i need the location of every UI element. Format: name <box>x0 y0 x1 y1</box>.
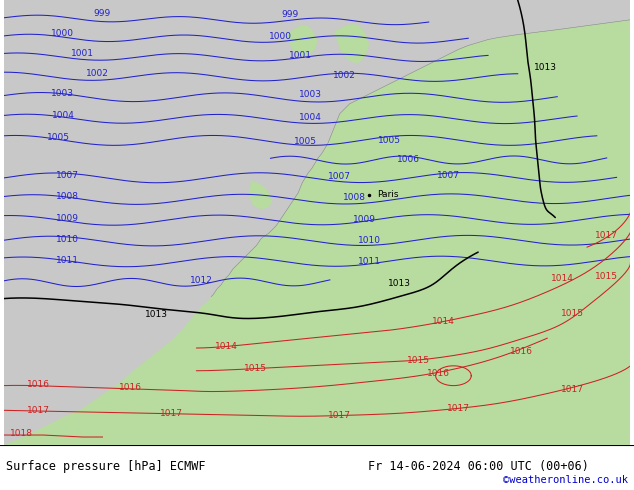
Text: 1010: 1010 <box>358 236 381 245</box>
Text: 1011: 1011 <box>358 257 381 266</box>
Text: 1009: 1009 <box>353 215 376 224</box>
Text: 1001: 1001 <box>288 51 312 60</box>
Text: 1015: 1015 <box>407 356 430 366</box>
Text: 1005: 1005 <box>378 136 401 145</box>
Text: 1005: 1005 <box>294 137 316 146</box>
Text: 1016: 1016 <box>510 347 533 357</box>
Text: 1013: 1013 <box>534 63 557 72</box>
Text: ©weatheronline.co.uk: ©weatheronline.co.uk <box>503 475 628 485</box>
Text: 1014: 1014 <box>432 317 455 326</box>
Polygon shape <box>4 0 630 445</box>
Text: 1007: 1007 <box>56 172 79 180</box>
Text: 1012: 1012 <box>190 276 213 285</box>
Text: 1008: 1008 <box>343 193 366 202</box>
Polygon shape <box>4 0 630 445</box>
Text: 1017: 1017 <box>328 411 351 420</box>
Text: 1010: 1010 <box>56 235 79 244</box>
Text: 999: 999 <box>281 10 299 19</box>
Text: 1017: 1017 <box>560 385 583 394</box>
Text: 1013: 1013 <box>387 279 411 288</box>
Text: 1003: 1003 <box>299 91 321 99</box>
Text: 1016: 1016 <box>427 369 450 378</box>
Text: 1004: 1004 <box>299 113 321 122</box>
Text: 1007: 1007 <box>328 172 351 181</box>
Text: 1011: 1011 <box>56 255 79 265</box>
Text: Fr 14-06-2024 06:00 UTC (00+06): Fr 14-06-2024 06:00 UTC (00+06) <box>368 460 588 473</box>
Text: 1009: 1009 <box>56 214 79 223</box>
Polygon shape <box>285 24 318 57</box>
Text: 1015: 1015 <box>244 364 267 373</box>
Text: 1017: 1017 <box>27 406 49 415</box>
Text: 1007: 1007 <box>437 172 460 180</box>
Polygon shape <box>334 24 370 63</box>
Text: 1000: 1000 <box>51 29 74 38</box>
Text: 1015: 1015 <box>595 272 618 281</box>
Text: 1008: 1008 <box>56 192 79 201</box>
Text: 1017: 1017 <box>160 409 183 418</box>
Text: 1003: 1003 <box>51 90 74 98</box>
Text: 1015: 1015 <box>560 309 583 318</box>
Text: 1004: 1004 <box>51 111 74 120</box>
Polygon shape <box>249 180 273 210</box>
Text: Paris: Paris <box>377 190 399 199</box>
Text: 1002: 1002 <box>86 69 109 77</box>
Text: 1016: 1016 <box>27 380 49 389</box>
Text: 1018: 1018 <box>10 429 33 438</box>
Text: 1014: 1014 <box>214 342 238 350</box>
Text: 1001: 1001 <box>71 49 94 58</box>
Text: 999: 999 <box>94 9 111 18</box>
Text: 1017: 1017 <box>595 231 618 240</box>
Text: 1005: 1005 <box>46 133 70 142</box>
Text: 1017: 1017 <box>447 404 470 413</box>
Text: 1013: 1013 <box>145 310 169 319</box>
Text: 1002: 1002 <box>333 71 356 80</box>
Text: 1014: 1014 <box>551 274 574 283</box>
Text: 1016: 1016 <box>119 383 141 392</box>
Text: Surface pressure [hPa] ECMWF: Surface pressure [hPa] ECMWF <box>6 460 206 473</box>
Text: 1000: 1000 <box>269 32 292 41</box>
Text: 1006: 1006 <box>398 155 420 164</box>
